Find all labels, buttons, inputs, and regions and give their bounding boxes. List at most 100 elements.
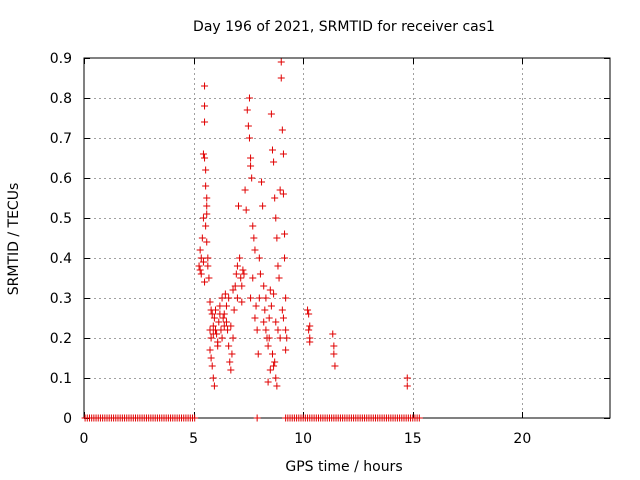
data-point	[221, 290, 229, 298]
y-tick-label: 0.5	[50, 211, 72, 227]
data-point	[265, 334, 273, 342]
data-point	[272, 374, 280, 382]
data-point	[275, 274, 283, 282]
data-point	[277, 58, 285, 66]
data-point	[228, 350, 236, 358]
data-point	[199, 150, 207, 158]
x-axis-label: GPS time / hours	[285, 459, 402, 475]
data-point	[268, 146, 276, 154]
data-point	[403, 374, 411, 382]
data-point	[235, 202, 243, 210]
data-point	[196, 266, 204, 274]
data-point	[203, 238, 211, 246]
data-point	[203, 194, 211, 202]
data-point	[214, 342, 222, 350]
data-point	[230, 306, 238, 314]
x-tick-label: 5	[189, 431, 198, 447]
data-point	[238, 282, 246, 290]
data-point	[215, 318, 223, 326]
data-point	[210, 382, 218, 390]
data-point	[271, 194, 279, 202]
data-point	[201, 154, 209, 162]
y-tick-label: 0.1	[50, 371, 72, 387]
data-point	[204, 262, 212, 270]
data-point	[253, 326, 261, 334]
data-point	[241, 186, 249, 194]
data-point	[227, 322, 235, 330]
data-point	[272, 318, 280, 326]
data-point	[219, 314, 227, 322]
data-point	[201, 118, 209, 126]
data-point	[222, 318, 230, 326]
data-point	[227, 366, 235, 374]
data-point	[251, 314, 259, 322]
data-point	[207, 334, 215, 342]
x-tick-label: 15	[404, 431, 422, 447]
data-point	[249, 222, 257, 230]
data-point	[281, 230, 289, 238]
data-point	[239, 266, 247, 274]
data-point	[273, 382, 281, 390]
data-point	[270, 158, 278, 166]
data-point	[304, 306, 312, 314]
data-point	[274, 262, 282, 270]
data-point	[260, 282, 268, 290]
data-point	[229, 334, 237, 342]
data-point	[232, 270, 240, 278]
data-point	[279, 150, 287, 158]
data-point	[237, 274, 245, 282]
data-point	[250, 234, 258, 242]
data-point	[262, 294, 270, 302]
data-point	[247, 154, 255, 162]
data-point	[208, 310, 216, 318]
data-point	[276, 334, 284, 342]
data-point	[281, 254, 289, 262]
data-point	[198, 234, 206, 242]
data-point	[282, 346, 290, 354]
y-tick-label: 0.4	[50, 251, 72, 267]
data-point	[259, 202, 267, 210]
data-point	[238, 298, 246, 306]
y-axis-label: SRMTID / TECUs	[6, 183, 22, 296]
data-point	[277, 74, 285, 82]
data-point	[210, 314, 218, 322]
data-point	[207, 354, 215, 362]
data-point	[276, 186, 284, 194]
data-point	[202, 166, 210, 174]
y-tick-labels: 0 0.1 0.2 0.3 0.4 0.5 0.6 0.7 0.8 0.9	[50, 51, 72, 427]
data-point	[206, 346, 214, 354]
data-point	[209, 322, 217, 330]
data-point	[203, 202, 211, 210]
data-point	[273, 234, 281, 242]
data-point	[203, 210, 211, 218]
data-point	[209, 374, 217, 382]
data-point	[245, 134, 253, 142]
data-point	[264, 342, 272, 350]
x-tick-label: 10	[294, 431, 312, 447]
chart-title: Day 196 of 2021, SRMTID for receiver cas…	[193, 19, 495, 35]
data-point	[225, 294, 233, 302]
data-point	[220, 310, 228, 318]
y-tick-label: 0.9	[50, 51, 72, 67]
data-point	[245, 94, 253, 102]
y-tick-label: 0.6	[50, 171, 72, 187]
data-point	[204, 254, 212, 262]
y-tick-label: 0.7	[50, 131, 72, 147]
y-tick-label: 0	[63, 411, 72, 427]
data-point	[222, 302, 230, 310]
data-point	[224, 326, 232, 334]
data-point	[206, 298, 214, 306]
data-point	[199, 214, 207, 222]
data-point	[209, 330, 217, 338]
data-point	[195, 262, 203, 270]
data-point	[212, 306, 219, 314]
data-point	[260, 318, 268, 326]
data-point	[305, 310, 313, 318]
data-point	[255, 294, 263, 302]
x-tick-label: 20	[513, 431, 531, 447]
data-point	[248, 174, 256, 182]
x-tick-label: 0	[80, 431, 89, 447]
data-point	[191, 414, 199, 422]
data-point	[272, 214, 280, 222]
data-point	[202, 182, 210, 190]
